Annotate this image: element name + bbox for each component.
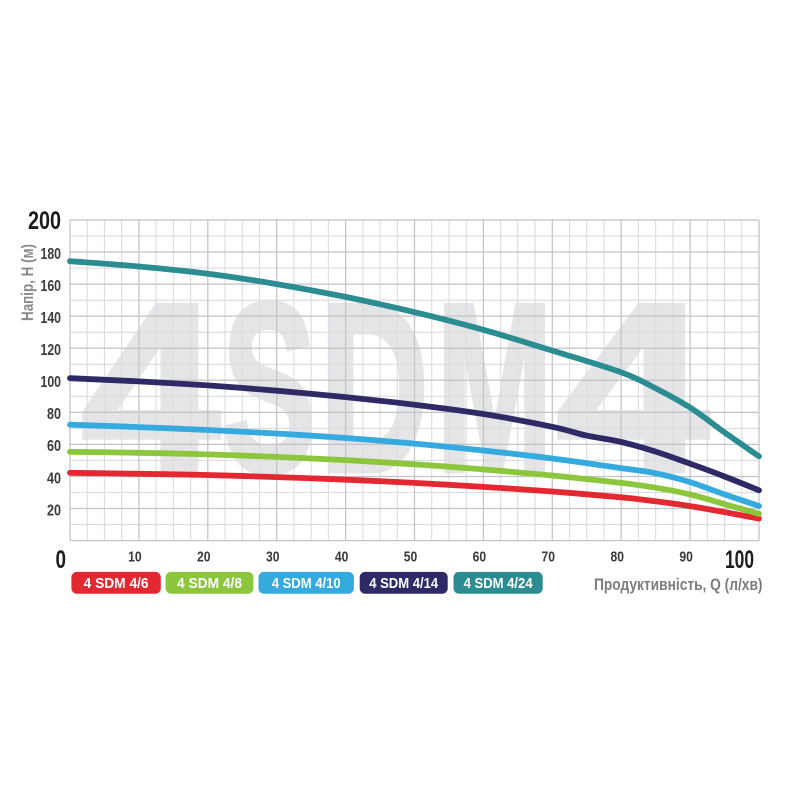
svg-text:10: 10	[128, 549, 142, 566]
svg-text:40: 40	[335, 549, 349, 566]
svg-text:4 SDM 4/6: 4 SDM 4/6	[84, 575, 149, 592]
svg-text:100: 100	[41, 374, 62, 391]
svg-text:20: 20	[197, 549, 211, 566]
svg-text:200: 200	[28, 207, 61, 235]
svg-text:50: 50	[404, 549, 418, 566]
svg-text:180: 180	[41, 246, 62, 263]
svg-text:60: 60	[47, 438, 61, 455]
svg-text:4 SDM 4/8: 4 SDM 4/8	[177, 575, 242, 592]
svg-text:4 SDM 4/14: 4 SDM 4/14	[369, 575, 439, 592]
svg-text:70: 70	[542, 549, 556, 566]
svg-text:60: 60	[473, 549, 487, 566]
svg-text:100: 100	[725, 546, 754, 574]
svg-text:80: 80	[610, 549, 624, 566]
svg-text:160: 160	[41, 278, 62, 295]
svg-text:4 SDM 4/24: 4 SDM 4/24	[464, 575, 534, 592]
svg-text:90: 90	[679, 549, 693, 566]
svg-text:20: 20	[47, 502, 61, 519]
svg-text:120: 120	[41, 342, 62, 359]
svg-text:80: 80	[47, 406, 61, 423]
svg-text:140: 140	[41, 310, 62, 327]
svg-text:40: 40	[47, 470, 61, 487]
svg-text:30: 30	[266, 549, 280, 566]
svg-text:4 SDM 4/10: 4 SDM 4/10	[272, 575, 341, 592]
svg-text:0: 0	[56, 546, 67, 574]
svg-text:Продуктивність, Q (л/хв): Продуктивність, Q (л/хв)	[594, 576, 763, 594]
svg-text:Напір, H (м): Напір, H (м)	[19, 244, 37, 321]
